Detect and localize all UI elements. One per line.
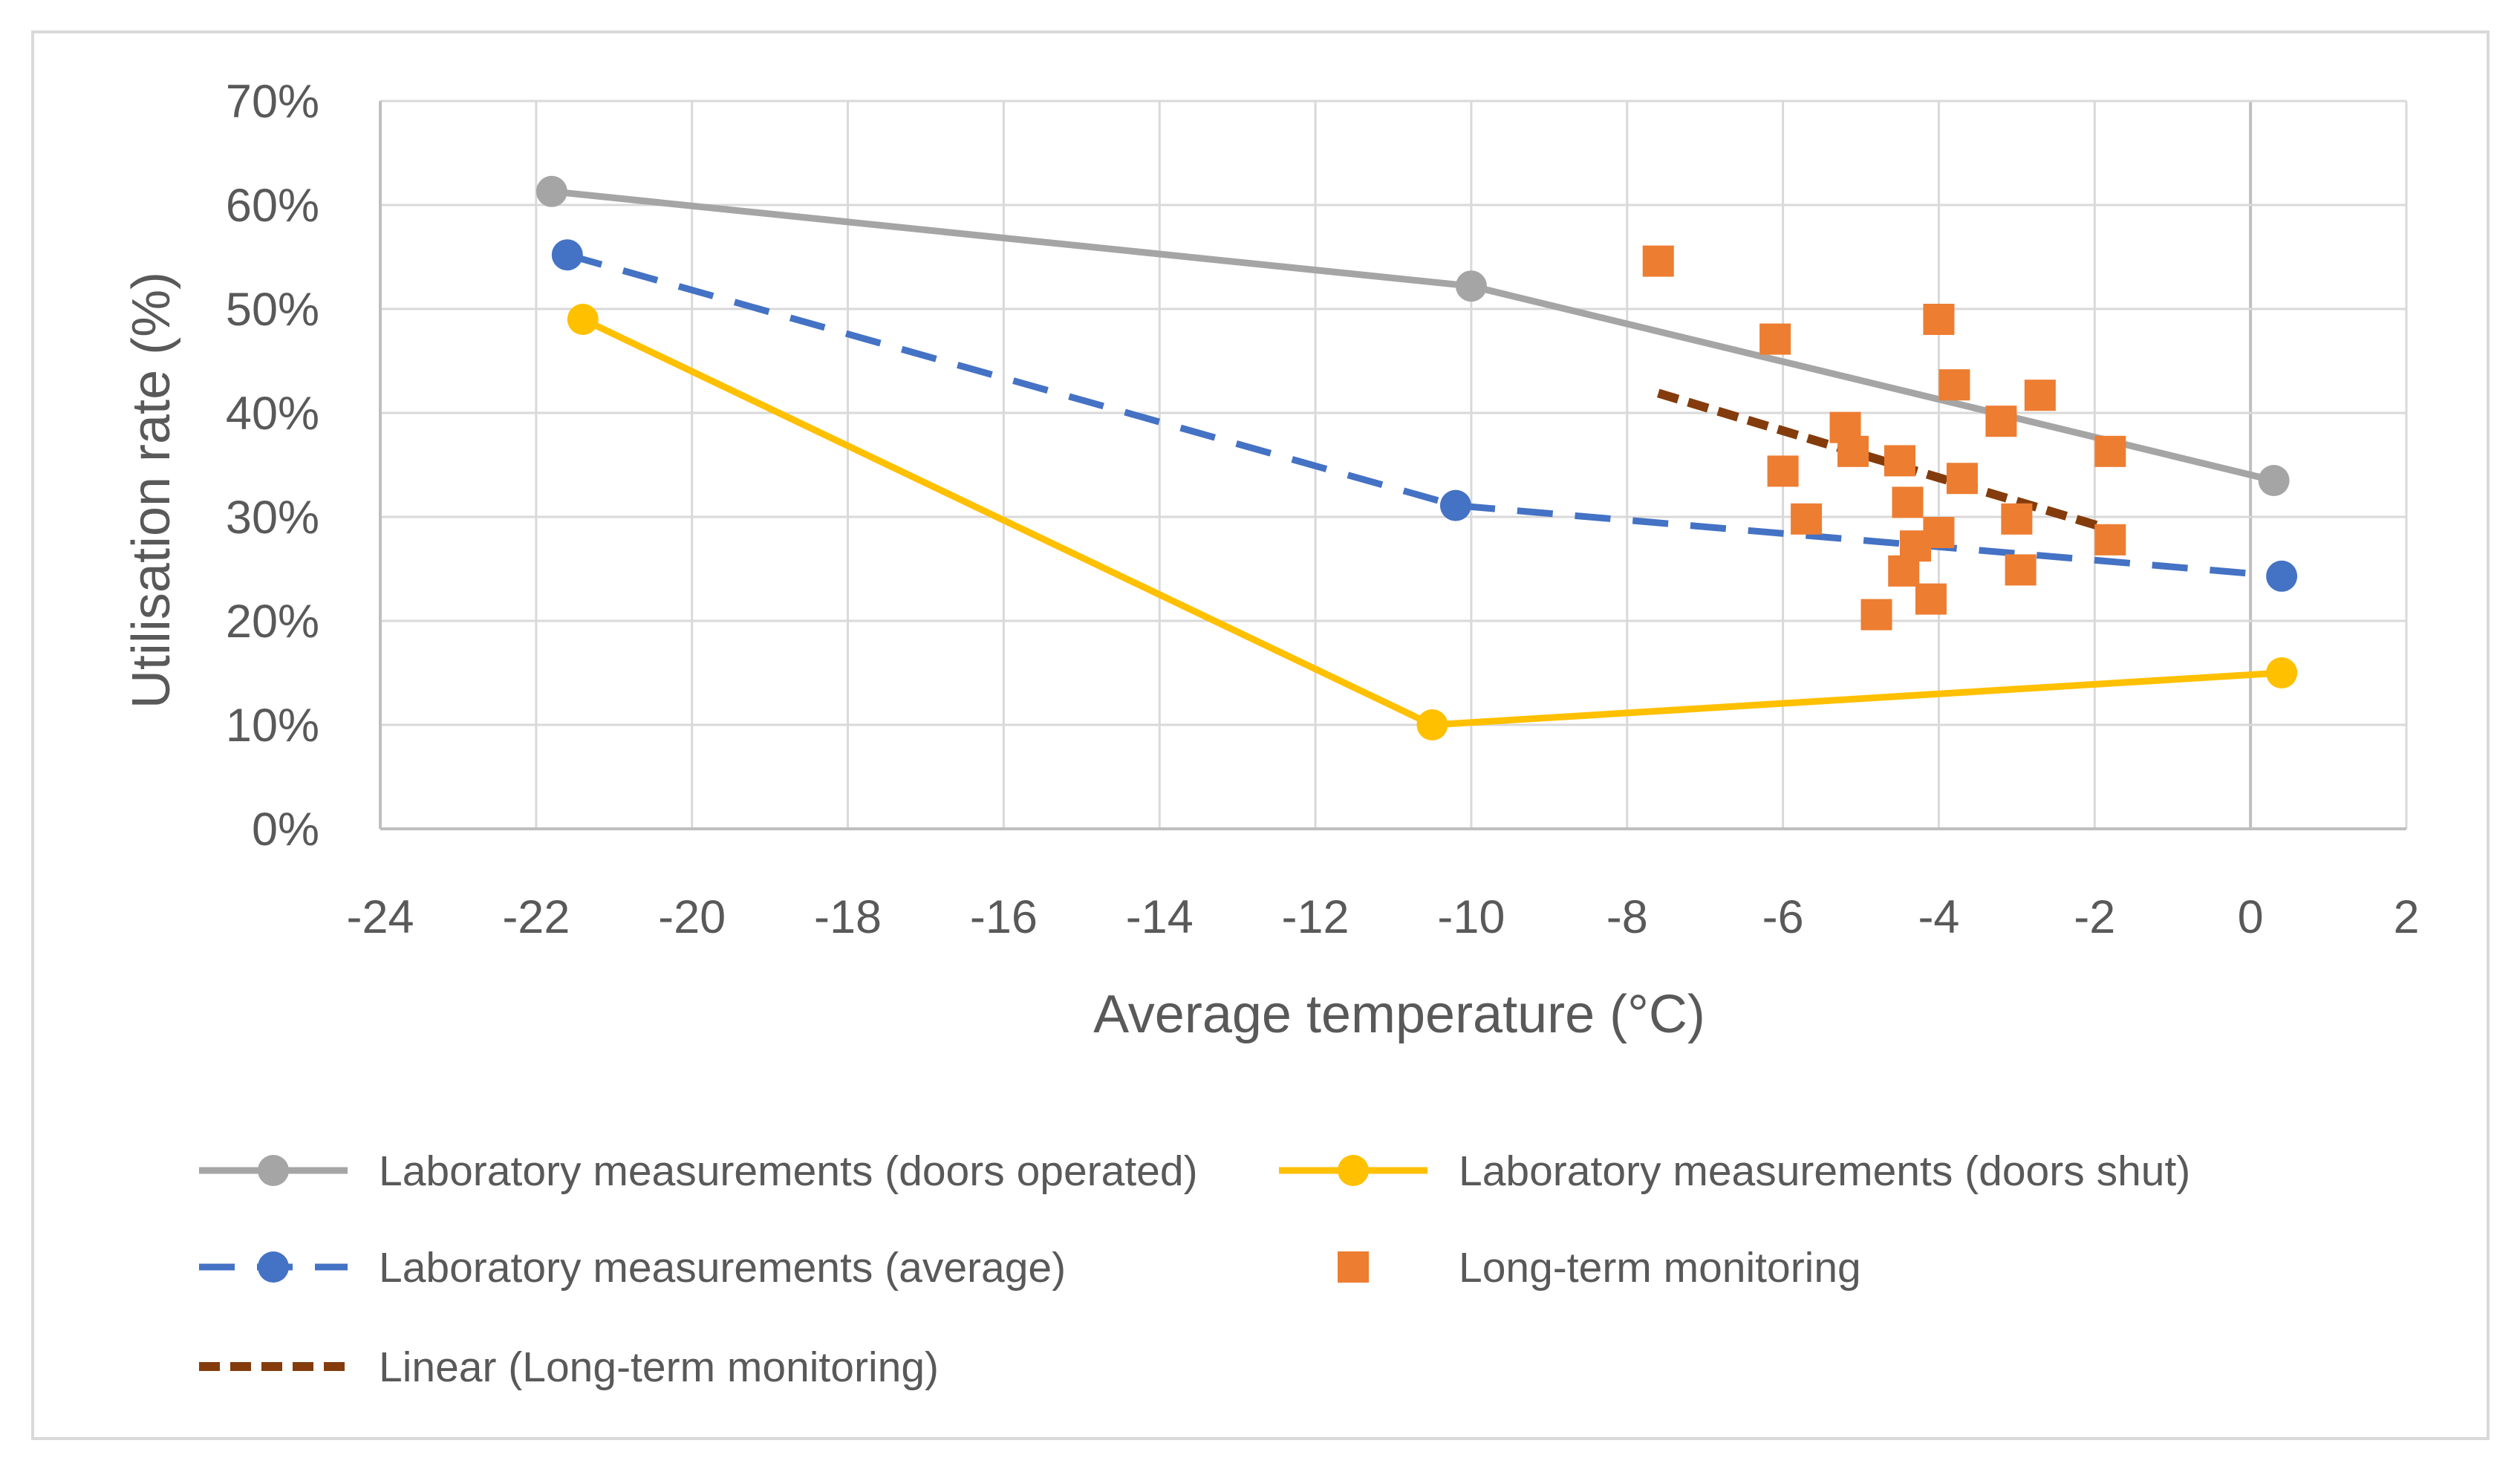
y-tick-labels: 0% 10% 20% 30% 40% 50% 60% 70% (226, 76, 319, 856)
y-tick-label: 60% (226, 180, 319, 232)
data-point (1759, 323, 1791, 355)
x-tick-label: -8 (1606, 891, 1648, 943)
y-tick-label: 0% (252, 804, 319, 856)
legend-item: Laboratory measurements (doors shut) (1279, 1147, 2190, 1195)
data-point (1915, 583, 1947, 615)
legend-swatch-marker (1338, 1155, 1369, 1186)
legend-item: Laboratory measurements (average) (199, 1244, 1066, 1292)
data-point (2094, 435, 2126, 467)
data-point (2094, 524, 2126, 556)
y-tick-label: 70% (226, 76, 319, 128)
x-tick-label: -22 (502, 891, 570, 943)
legend-label: Laboratory measurements (average) (379, 1244, 1066, 1292)
y-tick-label: 50% (226, 284, 319, 336)
x-tick-label: -6 (1762, 891, 1804, 943)
legend: Laboratory measurements (doors operated)… (199, 1147, 2190, 1391)
x-tick-label: 0 (2238, 891, 2264, 943)
data-point (2005, 554, 2036, 586)
y-tick-label: 40% (226, 388, 319, 440)
chart-frame (31, 30, 2490, 1440)
data-point (2266, 560, 2298, 592)
data-point (1938, 369, 1970, 401)
legend-swatch-marker (258, 1155, 289, 1186)
data-point (1455, 270, 1487, 302)
legend-label: Laboratory measurements (doors shut) (1459, 1147, 2190, 1195)
data-point (2258, 465, 2290, 496)
plot-series (535, 175, 2298, 740)
data-point (1767, 455, 1799, 487)
x-tick-label: -12 (1282, 891, 1349, 943)
x-tick-label: -18 (814, 891, 882, 943)
y-tick-label: 20% (226, 596, 319, 648)
x-tick-label: -16 (970, 891, 1038, 943)
series-laboratory-measurements-doors-shut (567, 304, 2298, 740)
x-tick-labels: -24 -22 -20 -18 -16 -14 -12 -10 -8 -6 -4 -2 0 2 (346, 891, 2419, 943)
y-tick-label: 30% (226, 492, 319, 544)
vertical-gridlines (379, 101, 2408, 829)
legend-label: Linear (Long-term monitoring) (379, 1344, 939, 1391)
legend-item: Laboratory measurements (doors operated) (199, 1147, 1198, 1195)
data-point (1439, 489, 1471, 521)
data-point (1791, 503, 1823, 535)
data-point (2266, 657, 2298, 688)
data-point (1923, 304, 1955, 335)
x-tick-label: -4 (1918, 891, 1959, 943)
legend-label: Laboratory measurements (doors operated) (379, 1147, 1198, 1195)
x-tick-label: -24 (346, 891, 414, 943)
x-tick-label: -10 (1437, 891, 1505, 943)
data-point (1923, 517, 1955, 548)
data-point (1946, 463, 1978, 495)
legend-item: Linear (Long-term monitoring) (199, 1344, 939, 1391)
data-point (1884, 445, 1915, 477)
data-point (1837, 435, 1869, 467)
series-laboratory-measurements-average (551, 239, 2298, 592)
legend-label: Long-term monitoring (1459, 1244, 1861, 1292)
data-point (1416, 709, 1448, 740)
data-point (2024, 380, 2056, 411)
data-point (2001, 503, 2033, 535)
x-axis-title: Average temperature (°C) (1093, 985, 1705, 1044)
data-point (1642, 245, 1674, 277)
x-tick-label: -2 (2074, 891, 2115, 943)
data-point (1985, 406, 2017, 437)
data-point (567, 304, 599, 335)
y-axis-title: Utilisation rate (%) (122, 272, 181, 709)
series-long-term-monitoring (1642, 245, 2126, 631)
legend-swatch-marker (1338, 1251, 1369, 1283)
horizontal-gridlines (380, 100, 2406, 726)
data-point (535, 175, 567, 207)
data-point (1892, 486, 1924, 518)
x-tick-label: 2 (2393, 891, 2419, 943)
y-tick-label: 10% (226, 700, 319, 752)
series-line (566, 251, 2282, 580)
data-point (551, 239, 583, 271)
x-tick-label: -14 (1126, 891, 1194, 943)
legend-swatch-marker (258, 1251, 289, 1283)
legend-item: Long-term monitoring (1338, 1244, 1861, 1292)
data-point (1860, 599, 1892, 631)
x-tick-label: -20 (658, 891, 726, 943)
